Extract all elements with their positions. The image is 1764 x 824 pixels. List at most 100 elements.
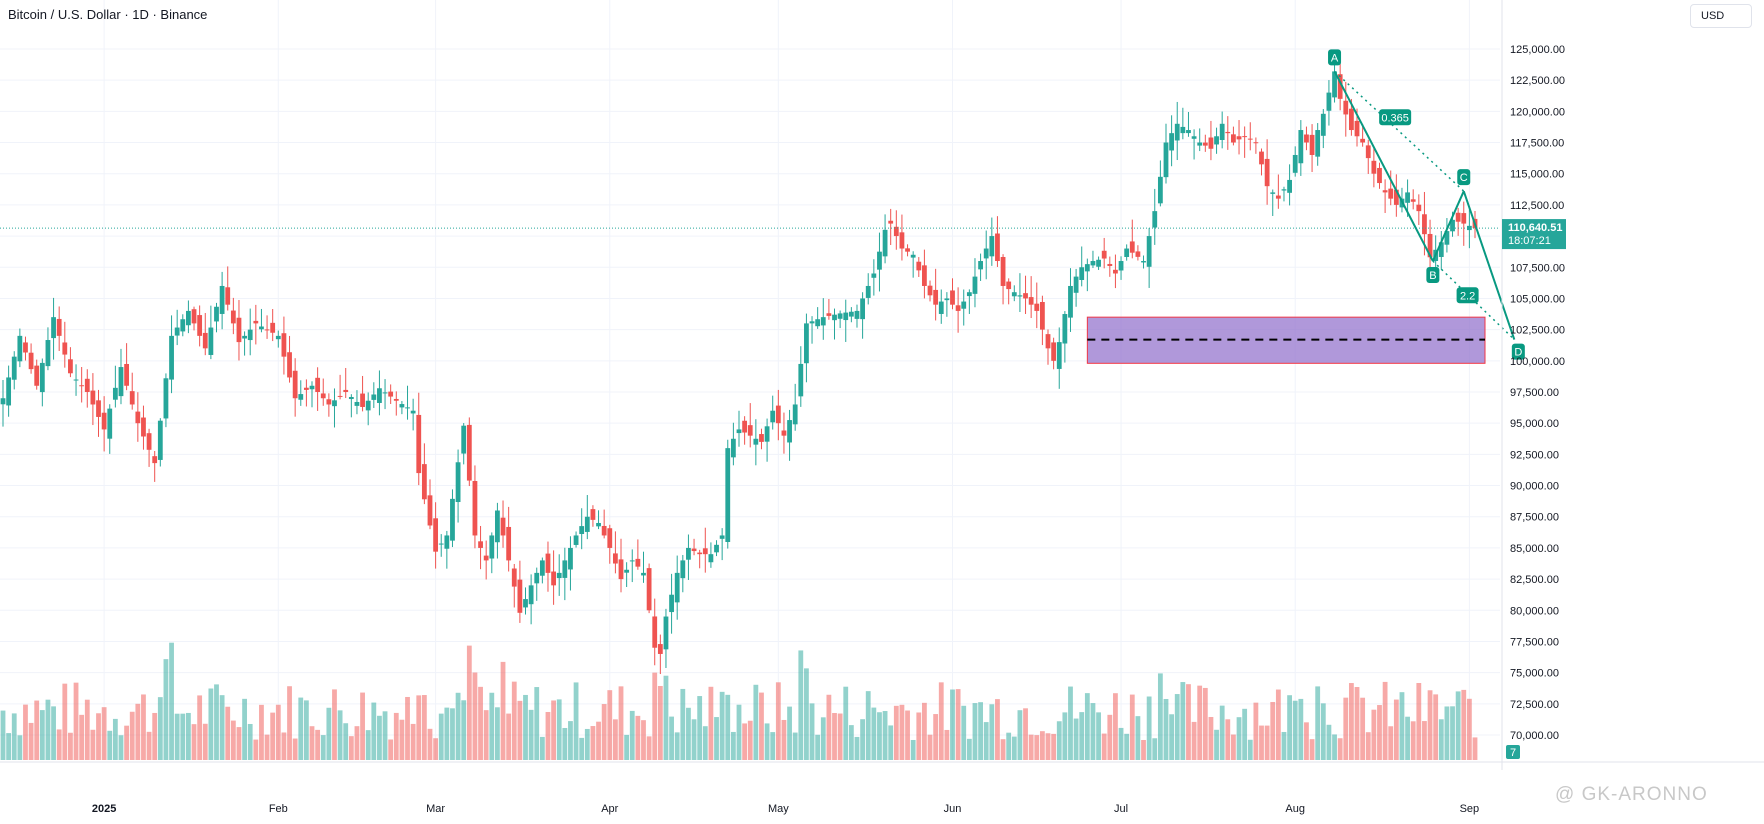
candle[interactable] <box>1045 334 1051 349</box>
candle[interactable] <box>1393 189 1399 205</box>
candle[interactable] <box>1253 142 1259 144</box>
candle[interactable] <box>253 320 259 324</box>
candle[interactable] <box>208 327 214 355</box>
candle[interactable] <box>186 310 191 326</box>
candle[interactable] <box>1208 137 1214 149</box>
candle[interactable] <box>444 535 450 549</box>
candle[interactable] <box>995 233 1000 262</box>
candle[interactable] <box>1146 236 1152 267</box>
candle[interactable] <box>736 429 742 434</box>
candle[interactable] <box>770 410 776 423</box>
candle[interactable] <box>1337 74 1343 99</box>
candle[interactable] <box>146 433 152 450</box>
candle[interactable] <box>826 313 832 316</box>
candle[interactable] <box>618 559 624 580</box>
candle[interactable] <box>1135 251 1141 257</box>
candle[interactable] <box>910 254 916 258</box>
candle[interactable] <box>354 401 360 406</box>
candle[interactable] <box>950 290 955 305</box>
candle[interactable] <box>90 390 96 405</box>
candle[interactable] <box>725 448 731 542</box>
candle[interactable] <box>247 329 253 341</box>
candle[interactable] <box>927 285 933 296</box>
candle[interactable] <box>107 408 113 439</box>
candle[interactable] <box>326 399 332 405</box>
candle[interactable] <box>1377 167 1382 184</box>
candle[interactable] <box>225 287 231 305</box>
candle[interactable] <box>551 571 556 586</box>
candle[interactable] <box>669 594 674 613</box>
candle[interactable] <box>989 236 995 257</box>
candle[interactable] <box>450 498 455 541</box>
candle[interactable] <box>1163 142 1169 178</box>
candle[interactable] <box>612 553 618 564</box>
candle[interactable] <box>568 547 573 570</box>
candle[interactable] <box>663 616 669 650</box>
candle[interactable] <box>629 560 635 562</box>
candle[interactable] <box>1242 136 1248 138</box>
candle[interactable] <box>309 385 315 390</box>
candle[interactable] <box>1259 151 1264 165</box>
candle[interactable] <box>955 305 961 311</box>
candle[interactable] <box>1225 131 1231 134</box>
candle[interactable] <box>1124 248 1130 257</box>
candle[interactable] <box>62 342 68 355</box>
candle[interactable] <box>933 289 939 305</box>
candle[interactable] <box>348 396 354 400</box>
candle[interactable] <box>1461 213 1467 224</box>
candle[interactable] <box>1309 134 1315 155</box>
candle[interactable] <box>112 387 118 400</box>
candle[interactable] <box>1006 281 1012 290</box>
candle[interactable] <box>596 522 601 527</box>
candle[interactable] <box>539 560 545 576</box>
candle[interactable] <box>624 569 630 573</box>
candle[interactable] <box>191 309 197 324</box>
candle[interactable] <box>466 424 472 481</box>
candle[interactable] <box>691 548 697 552</box>
candle[interactable] <box>23 342 28 353</box>
candle[interactable] <box>702 548 708 555</box>
candle[interactable] <box>152 456 158 464</box>
candle[interactable] <box>242 335 247 339</box>
pattern-leg[interactable] <box>1333 70 1434 262</box>
candle[interactable] <box>455 462 461 503</box>
candle[interactable] <box>472 481 478 536</box>
candle[interactable] <box>489 535 495 559</box>
candle[interactable] <box>483 555 489 561</box>
candle[interactable] <box>495 510 500 543</box>
candle[interactable] <box>478 541 483 548</box>
candle[interactable] <box>843 312 849 321</box>
candle[interactable] <box>1422 214 1427 235</box>
candle[interactable] <box>124 363 130 386</box>
candle[interactable] <box>1180 126 1186 134</box>
candle[interactable] <box>1264 158 1270 187</box>
candle[interactable] <box>1186 130 1191 134</box>
candle[interactable] <box>905 248 910 252</box>
candle[interactable] <box>1382 190 1388 193</box>
candle[interactable] <box>500 517 506 536</box>
candle[interactable] <box>371 394 377 400</box>
candle[interactable] <box>79 385 85 387</box>
candle[interactable] <box>17 335 23 362</box>
candle[interactable] <box>674 572 680 603</box>
candle[interactable] <box>506 526 512 561</box>
candle[interactable] <box>545 553 551 573</box>
candle[interactable] <box>893 226 899 237</box>
candle[interactable] <box>1466 225 1472 231</box>
candle[interactable] <box>944 298 950 301</box>
candle[interactable] <box>416 414 422 474</box>
candle[interactable] <box>804 323 809 364</box>
candle[interactable] <box>1450 219 1455 232</box>
candle[interactable] <box>1332 71 1337 98</box>
candle[interactable] <box>556 572 562 579</box>
candle[interactable] <box>174 327 180 336</box>
candle[interactable] <box>388 391 394 397</box>
candle[interactable] <box>1315 130 1321 157</box>
candle[interactable] <box>1191 136 1197 139</box>
candle[interactable] <box>1214 136 1219 145</box>
candle[interactable] <box>1017 295 1023 297</box>
candle[interactable] <box>877 251 882 270</box>
candle[interactable] <box>1023 293 1028 299</box>
candle[interactable] <box>1231 134 1236 143</box>
candle[interactable] <box>1090 261 1096 266</box>
